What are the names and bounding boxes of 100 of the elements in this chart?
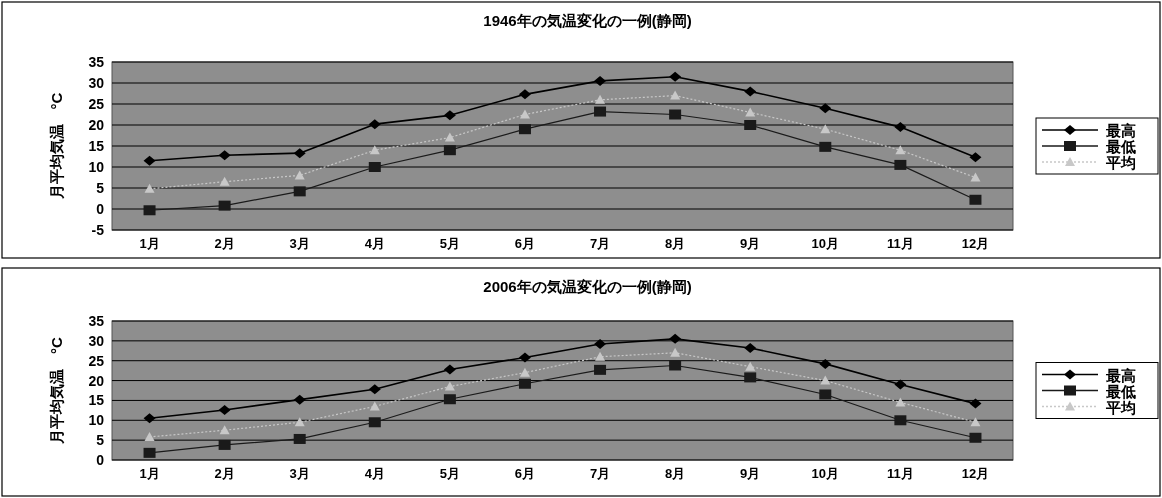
point — [744, 343, 757, 354]
point — [595, 351, 606, 361]
point — [594, 75, 607, 86]
x-tick-label: 2月 — [214, 236, 235, 251]
y-tick-label: 5 — [96, 180, 105, 196]
legend-label: 平均 — [1105, 398, 1136, 416]
x-tick-label: 1月 — [139, 466, 160, 481]
point — [143, 155, 156, 166]
point — [294, 417, 305, 427]
point — [970, 417, 981, 427]
point — [444, 381, 455, 391]
point — [820, 124, 831, 134]
point — [894, 415, 907, 426]
point — [518, 89, 531, 100]
y-tick-label: 25 — [88, 96, 105, 112]
y-tick-label: 35 — [88, 313, 105, 329]
y-tick-label: 0 — [96, 452, 105, 468]
point — [293, 394, 306, 405]
point — [669, 71, 682, 82]
point — [969, 398, 982, 409]
point — [744, 86, 757, 97]
point — [819, 358, 832, 369]
point — [218, 439, 231, 450]
point — [744, 372, 757, 383]
point — [219, 425, 230, 435]
legend-label: 最高 — [1105, 122, 1136, 139]
point — [744, 120, 757, 130]
x-tick-label: 7月 — [589, 466, 611, 481]
x-tick-label: 7月 — [589, 236, 611, 251]
point — [670, 90, 681, 100]
legend-label: 最低 — [1105, 382, 1136, 400]
point — [519, 109, 530, 119]
point — [895, 145, 906, 155]
point — [594, 106, 607, 117]
point — [143, 205, 156, 216]
y-tick-label: 35 — [88, 54, 105, 70]
x-tick-label: 2月 — [214, 466, 235, 481]
point — [894, 379, 907, 390]
point — [894, 159, 907, 170]
point — [369, 401, 380, 411]
point — [369, 145, 380, 155]
x-tick-label: 1月 — [139, 236, 160, 251]
point — [293, 148, 306, 159]
x-tick-label: 4月 — [364, 236, 385, 251]
point — [293, 186, 306, 197]
point — [368, 119, 381, 130]
x-tick-label: 4月 — [364, 466, 385, 481]
point — [669, 360, 682, 371]
point — [895, 397, 906, 407]
x-tick-label: 12月 — [961, 236, 990, 251]
point — [443, 364, 456, 375]
point — [970, 172, 981, 182]
chart-title: 1946年の気温変化の一例(静岡) — [483, 12, 692, 29]
point — [143, 413, 156, 424]
point — [819, 141, 832, 152]
y-tick-label: 0 — [96, 201, 105, 217]
y-tick-label: 5 — [96, 432, 105, 449]
point — [595, 94, 606, 104]
x-tick-label: 12月 — [961, 466, 990, 481]
x-tick-label: 3月 — [289, 236, 310, 251]
x-tick-label: 6月 — [514, 236, 536, 251]
point — [218, 150, 231, 161]
x-tick-label: 8月 — [665, 236, 686, 251]
y-tick-label: 20 — [88, 372, 105, 389]
point — [293, 433, 306, 444]
x-tick-label: 11月 — [887, 466, 914, 481]
point — [969, 194, 982, 205]
point — [819, 389, 832, 400]
y-tick-label: 15 — [88, 392, 105, 409]
legend-label: 最低 — [1105, 138, 1136, 155]
y-tick-label: 10 — [88, 159, 105, 175]
y-axis-title: 月平均気温 °C — [48, 336, 65, 445]
point — [444, 132, 455, 142]
point — [443, 394, 456, 405]
y-tick-label: 15 — [88, 138, 105, 154]
x-tick-label: 6月 — [514, 466, 536, 481]
point — [368, 162, 381, 172]
y-axis-title: 月平均気温 °C — [48, 92, 65, 201]
x-tick-label: 11月 — [887, 236, 914, 251]
x-tick-label: 10月 — [811, 466, 840, 481]
point — [594, 339, 607, 350]
y-tick-label: 30 — [88, 332, 105, 349]
legend-label: 最高 — [1105, 366, 1136, 384]
x-tick-label: 9月 — [740, 466, 761, 481]
x-tick-label: 10月 — [811, 236, 840, 251]
y-tick-label: -5 — [91, 222, 105, 238]
point — [518, 378, 531, 389]
point — [745, 361, 756, 371]
legend-label: 平均 — [1105, 154, 1136, 171]
y-tick-label: 25 — [88, 352, 105, 369]
point — [219, 176, 230, 186]
point — [819, 103, 832, 114]
point — [969, 152, 982, 163]
point — [670, 347, 681, 357]
point — [820, 375, 831, 385]
y-tick-label: 20 — [88, 117, 105, 133]
point — [518, 352, 531, 363]
point — [144, 431, 155, 441]
point — [368, 384, 381, 395]
x-tick-label: 5月 — [439, 236, 460, 251]
